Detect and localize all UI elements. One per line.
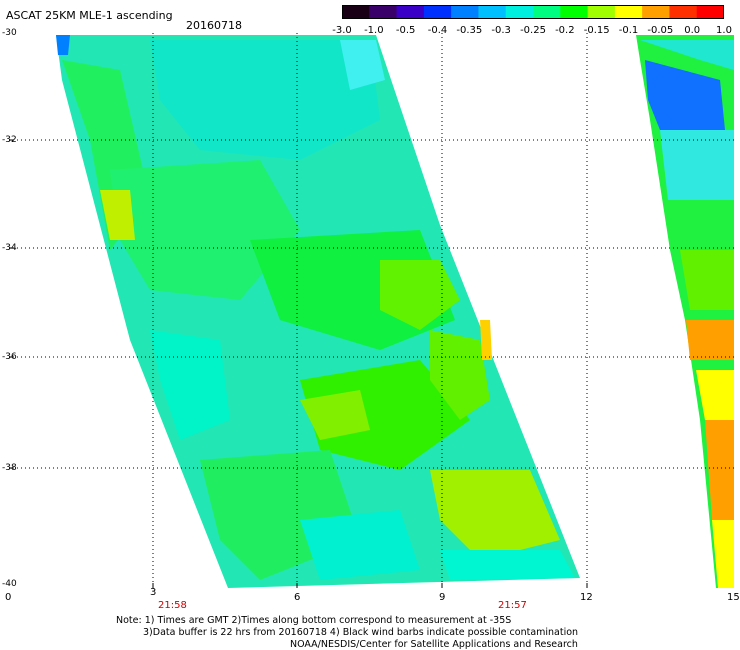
- note-line-2: 3)Data buffer is 22 hrs from 20160718 4)…: [143, 627, 579, 638]
- gridlines: [9, 33, 734, 588]
- lat-label-38: -38: [2, 463, 17, 473]
- colorbar-label: -1.0: [364, 25, 384, 36]
- lon-label-9: 9: [439, 592, 446, 603]
- chart-title: ASCAT 25KM MLE-1 ascending: [6, 9, 173, 22]
- note-line-3: NOAA/NESDIS/Center for Satellite Applica…: [290, 639, 578, 650]
- colorbar-label: 0.0: [684, 25, 701, 36]
- colorbar-label: -0.2: [555, 25, 575, 36]
- lon-label-3: 3: [150, 587, 157, 598]
- swath-right-texture: [640, 40, 734, 588]
- colorbar-label: -0.4: [427, 25, 448, 36]
- colorbar-border: [342, 5, 724, 19]
- time-label-left: 21:58: [158, 600, 187, 611]
- lat-label-36: -36: [2, 352, 17, 362]
- lat-label-32: -32: [2, 135, 17, 145]
- colorbar-swatch: [560, 5, 589, 19]
- colorbar-label: 1.0: [716, 25, 732, 36]
- colorbar-swatch: [669, 5, 698, 19]
- colorbar-swatch: [533, 5, 561, 19]
- chart-date: 20160718: [186, 19, 242, 32]
- colorbar-swatch: [587, 5, 616, 19]
- time-label-right: 21:57: [498, 600, 527, 611]
- lon-label-0: 0: [5, 592, 12, 603]
- colorbar-label: -0.1: [618, 25, 639, 36]
- note-line-1: Note: 1) Times are GMT 2)Times along bot…: [116, 615, 512, 626]
- colorbar-swatch: [505, 5, 534, 19]
- colorbar-swatch: [396, 5, 425, 19]
- lon-label-6: 6: [294, 592, 301, 603]
- colorbar-swatch: [451, 5, 480, 19]
- colorbar-label: -0.25: [520, 25, 546, 36]
- colorbar-swatch: [478, 5, 507, 19]
- colorbar-swatch: [423, 5, 452, 19]
- colorbar-swatch: [614, 5, 643, 19]
- colorbar-swatch: [369, 5, 398, 19]
- colorbar-swatch: [642, 5, 671, 19]
- lon-label-12: 12: [580, 592, 593, 603]
- colorbar-swatch: [342, 5, 370, 19]
- colorbar-swatch: [696, 5, 724, 19]
- lat-label-40: -40: [2, 579, 17, 589]
- colorbar-label: -0.5: [395, 25, 416, 36]
- lat-label-30: -30: [2, 28, 17, 38]
- colorbar-label: -3.0: [332, 25, 352, 36]
- colorbar-label: -0.3: [491, 25, 511, 36]
- colorbar-label: -0.05: [647, 25, 674, 36]
- axis-ticks: [9, 139, 588, 588]
- colorbar: [342, 5, 724, 19]
- colorbar-label: -0.15: [583, 25, 610, 36]
- lon-label-15: 15: [727, 592, 740, 603]
- colorbar-label: -0.35: [456, 25, 483, 36]
- lat-label-34: -34: [2, 243, 17, 253]
